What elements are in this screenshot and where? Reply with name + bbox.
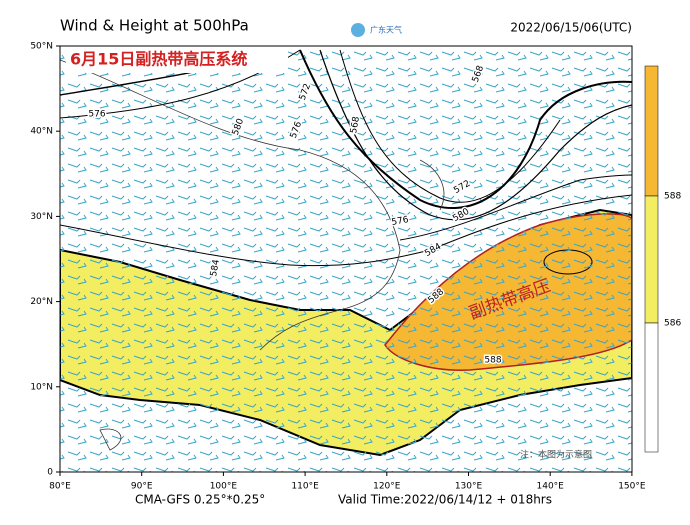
contour-label: 588 [484, 356, 501, 366]
contours [60, 49, 632, 267]
colorbar-label: 586 [664, 319, 681, 329]
lat-label: 40°N [30, 127, 53, 137]
colorbar-label: 588 [664, 192, 681, 202]
colorbar-588 [644, 65, 659, 197]
map-title: Wind & Height at 500hPa [60, 17, 249, 35]
map-area [60, 46, 632, 472]
lat-label: 30°N [30, 212, 53, 222]
lon-label: 80°E [49, 482, 71, 492]
logo-text: 广东天气 [370, 25, 402, 35]
lat-label: 10°N [30, 382, 53, 392]
contour-label: 576 [88, 110, 105, 120]
contour-label: 576 [391, 215, 410, 228]
lon-label: 90°E [131, 482, 153, 492]
lon-label: 140°E [537, 482, 565, 492]
contour-label: 568 [349, 115, 362, 134]
lon-label: 100°E [210, 482, 238, 492]
lon-label: 150°E [618, 482, 646, 492]
map-note: 注：本图为示意图 [520, 449, 592, 461]
colorbar-586 [644, 195, 659, 324]
map-frame [59, 45, 633, 473]
logo-icon [351, 23, 365, 37]
lat-label: 0 [47, 468, 53, 478]
contour-label: 584 [209, 258, 222, 277]
lat-label: 20°N [30, 297, 53, 307]
coastlines [60, 59, 445, 451]
lat-label: 50°N [30, 42, 53, 52]
footer-valid: Valid Time:2022/06/14/12 + 018hrs [338, 493, 552, 507]
headline-bg [66, 47, 288, 73]
lon-label: 120°E [373, 482, 401, 492]
headline: 6月15日副热带高压系统 [70, 50, 247, 69]
colorbar-low [644, 322, 659, 453]
wind-barbs [60, 46, 632, 472]
lon-label: 130°E [455, 482, 483, 492]
footer-model: CMA-GFS 0.25°*0.25° [135, 493, 265, 507]
map-time: 2022/06/15/06(UTC) [510, 21, 632, 35]
lon-label: 110°E [291, 482, 319, 492]
